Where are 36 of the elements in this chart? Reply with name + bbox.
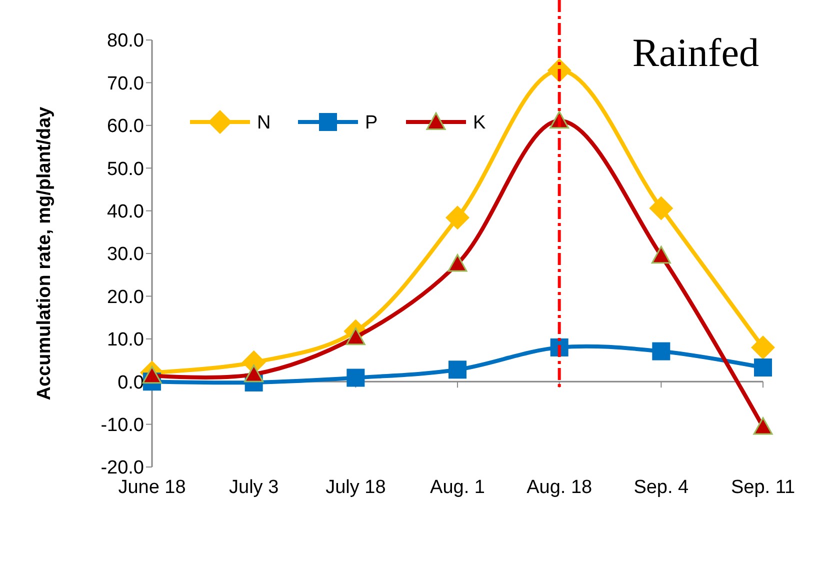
y-tick-label: 10.0: [107, 330, 144, 351]
point: [754, 358, 772, 377]
x-tick-label: June 18: [118, 477, 186, 498]
y-tick-label: 0.0: [118, 372, 144, 394]
y-tick-label: 20.0: [107, 286, 144, 308]
legend-label: N: [257, 112, 271, 134]
x-tick-label: Sep. 11: [730, 477, 796, 498]
y-tick-label: 50.0: [107, 158, 144, 180]
x-tick-label: July 18: [326, 477, 386, 498]
point: [346, 368, 365, 387]
y-tick-label: -10.0: [100, 414, 144, 436]
y-tick-label: 80.0: [107, 30, 144, 52]
y-axis-title: Accumulation rate, mg/plant/day: [34, 106, 55, 400]
point: [346, 327, 366, 346]
y-tick-label: 30.0: [107, 244, 144, 266]
annotation: Rainfed: [632, 30, 759, 75]
point: [142, 366, 162, 384]
point: [751, 335, 775, 360]
y-tick-label: -20.0: [100, 458, 144, 479]
y-tick-label: 70.0: [107, 73, 144, 94]
y-tick-label: 60.0: [107, 116, 144, 138]
point: [649, 196, 674, 220]
point: [753, 417, 773, 435]
x-tick-label: July 3: [229, 477, 279, 498]
y-tick-label: 40.0: [107, 201, 144, 222]
legend-label: P: [365, 112, 378, 134]
legend-label: K: [473, 112, 486, 134]
x-tick-label: Sep. 4: [634, 477, 690, 498]
x-tick-label: Aug. 1: [430, 477, 485, 498]
point: [448, 360, 466, 379]
x-tick-label: Aug. 18: [526, 477, 592, 498]
point: [446, 206, 470, 230]
point: [651, 246, 671, 264]
point: [448, 254, 468, 272]
point: [244, 364, 264, 382]
point: [652, 342, 670, 360]
